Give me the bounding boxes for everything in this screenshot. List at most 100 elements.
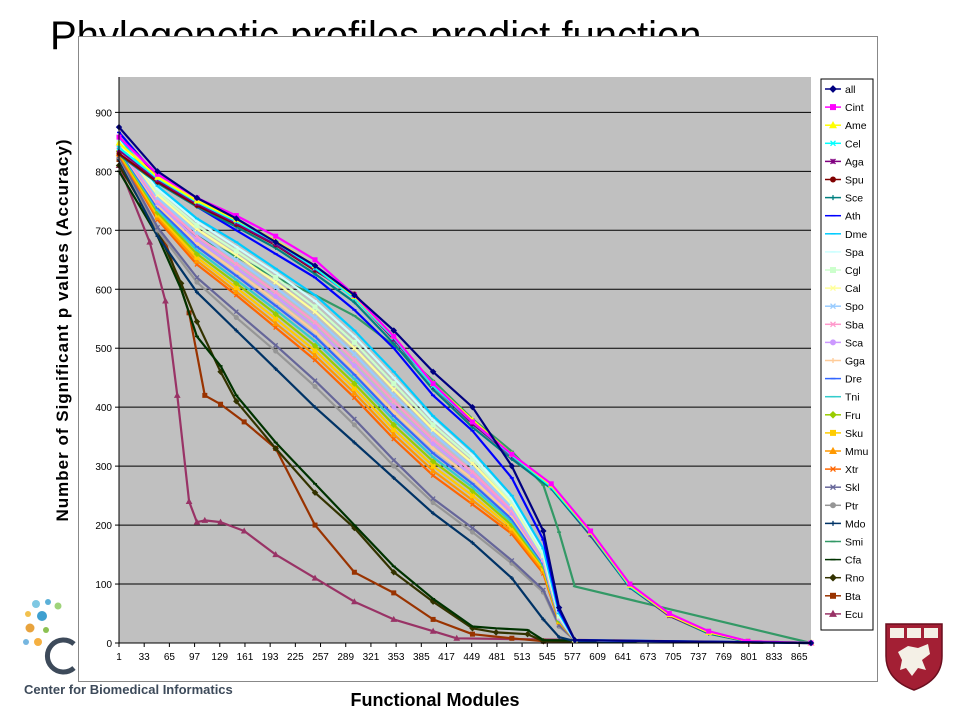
data-point xyxy=(453,634,461,641)
data-point xyxy=(273,233,279,239)
data-point xyxy=(193,194,201,202)
data-point xyxy=(351,380,358,387)
legend-marker xyxy=(830,176,836,183)
legend-label: Fru xyxy=(845,410,861,422)
legend-marker xyxy=(830,195,836,201)
legend-label: Cgl xyxy=(845,265,861,277)
data-point xyxy=(470,501,475,507)
legend-item-Spa: Spa xyxy=(825,247,864,259)
data-point xyxy=(273,316,279,322)
legend-marker xyxy=(829,446,837,454)
legend-item-Spu: Spu xyxy=(825,175,864,187)
data-point xyxy=(352,368,357,373)
y-tick-label: 300 xyxy=(95,462,112,473)
legend-item-Skl: Skl xyxy=(825,482,860,494)
data-point xyxy=(312,522,318,528)
y-tick-label: 500 xyxy=(95,344,112,355)
data-point xyxy=(312,378,318,384)
data-point xyxy=(351,598,358,605)
legend-marker xyxy=(830,466,836,473)
legend-label: Tni xyxy=(845,392,860,404)
y-tick-label: 400 xyxy=(95,403,112,414)
data-point xyxy=(311,342,319,350)
data-point xyxy=(185,497,193,504)
data-point xyxy=(351,389,358,396)
legend-label: Rno xyxy=(845,573,864,585)
legend-marker xyxy=(829,609,837,617)
legend-item-Dme: Dme xyxy=(825,229,867,241)
legend-item-Cint: Cint xyxy=(825,102,864,114)
plot-background xyxy=(119,77,811,643)
legend-item-Cal: Cal xyxy=(825,283,861,295)
data-point xyxy=(351,351,357,357)
series-line-Cint xyxy=(118,136,812,645)
data-point xyxy=(233,261,239,267)
legend-label: Dme xyxy=(845,229,867,241)
legend: all Cint Ame Cel Aga Spu Sce Ath Dme Spa Cgl Cal Spo… xyxy=(820,78,874,631)
legend-item-Spo: Spo xyxy=(825,301,864,313)
data-point xyxy=(233,257,239,263)
data-point xyxy=(194,290,199,295)
x-axis-label: Functional Modules xyxy=(350,690,520,710)
data-point xyxy=(390,430,398,437)
data-point xyxy=(430,381,436,387)
legend-item-Ath: Ath xyxy=(825,211,861,223)
series-lines xyxy=(115,123,815,647)
data-point xyxy=(202,392,208,398)
data-point xyxy=(233,215,240,222)
data-point xyxy=(241,419,247,425)
legend-label: Bta xyxy=(845,591,861,603)
data-point xyxy=(272,310,279,318)
data-point xyxy=(470,469,475,475)
data-point xyxy=(430,473,436,479)
legend-label: all xyxy=(845,84,856,96)
x-tick-label: 65 xyxy=(164,652,176,663)
series-line-Cfa xyxy=(118,170,812,645)
x-tick-label: 417 xyxy=(438,652,455,663)
series-line-Bta xyxy=(118,158,812,645)
legend-marker xyxy=(830,140,836,147)
data-point xyxy=(391,387,397,392)
data-point xyxy=(391,427,397,433)
x-tick-label: 97 xyxy=(189,652,201,663)
y-tick-label: 900 xyxy=(95,108,112,119)
data-point xyxy=(429,368,437,375)
y-axis-label: Number of Significant p values (Accuracy… xyxy=(53,138,72,522)
legend-label: Spa xyxy=(845,247,864,259)
data-point xyxy=(430,441,436,447)
data-point xyxy=(155,234,160,239)
x-tick-label: 481 xyxy=(489,652,506,663)
data-point xyxy=(233,248,239,254)
legend-marker xyxy=(830,358,836,363)
data-point xyxy=(430,496,436,502)
legend-marker xyxy=(830,502,836,509)
data-point xyxy=(273,289,279,295)
data-point xyxy=(193,518,201,525)
legend-label: Smi xyxy=(845,537,863,549)
data-point xyxy=(509,576,514,581)
x-tick-label: 257 xyxy=(312,652,329,663)
legend-marker xyxy=(830,520,836,526)
data-point xyxy=(312,257,318,263)
data-point xyxy=(555,604,563,611)
legend-marker xyxy=(830,484,836,491)
legend-marker xyxy=(830,158,836,165)
data-point xyxy=(540,527,547,535)
legend-item-Cel: Cel xyxy=(825,138,861,150)
data-point xyxy=(391,341,396,346)
legend-box xyxy=(820,78,874,631)
legend-marker xyxy=(830,104,836,111)
data-point xyxy=(193,257,201,264)
legend-label: Spu xyxy=(845,175,864,187)
x-tick-label: 865 xyxy=(791,652,808,663)
x-tick-label: 1 xyxy=(116,652,122,663)
data-point xyxy=(273,348,279,354)
data-point xyxy=(588,528,594,534)
legend-label: Skl xyxy=(845,482,860,494)
data-point xyxy=(391,381,397,387)
data-point xyxy=(391,457,397,463)
data-point xyxy=(312,324,318,330)
data-point xyxy=(194,223,200,229)
data-point xyxy=(391,398,397,404)
data-point xyxy=(234,328,239,333)
